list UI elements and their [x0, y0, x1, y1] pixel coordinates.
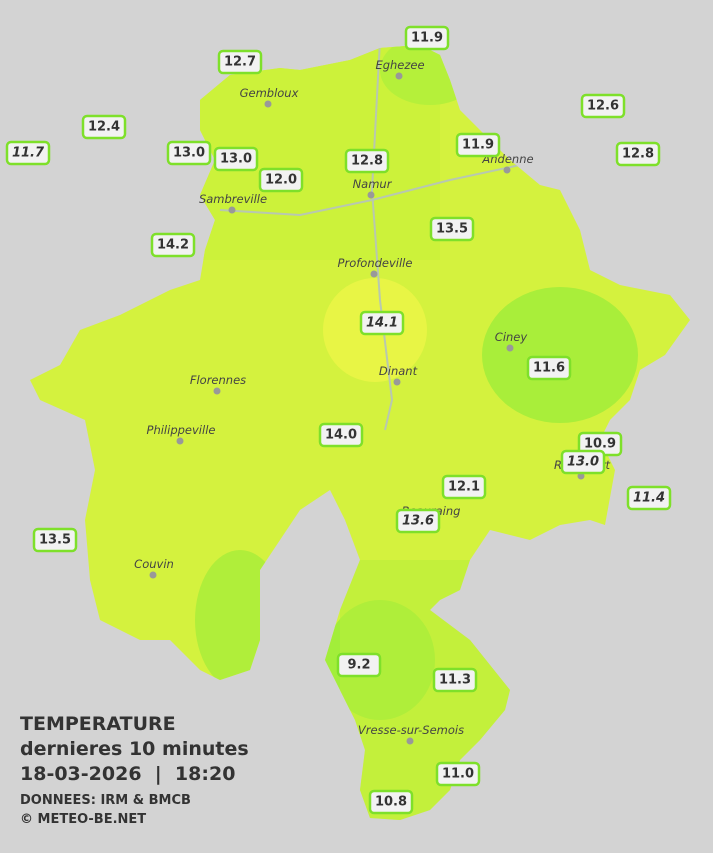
city-label: Namur	[353, 177, 393, 191]
city-dot	[264, 100, 272, 108]
reading-value: 11.4	[633, 491, 665, 506]
reading-box	[336, 652, 382, 678]
zone	[482, 287, 638, 423]
reading-box	[150, 232, 196, 258]
reading-value: 13.5	[39, 533, 71, 548]
city-label: Profondeville	[338, 256, 413, 270]
city-label: Ciney	[495, 330, 528, 344]
reading-value: 14.0	[325, 428, 357, 443]
reading-value: 13.6	[402, 514, 434, 529]
reading-box	[318, 422, 364, 448]
reading-box	[395, 508, 441, 534]
reading-value: 12.0	[265, 173, 297, 188]
reading-value: 11.3	[439, 673, 471, 688]
reading-box	[213, 146, 259, 172]
reading-value: 12.1	[448, 480, 480, 495]
zone	[195, 550, 285, 690]
reading-value: 13.5	[436, 222, 468, 237]
reading-box	[435, 761, 481, 787]
reading-value: 11.7	[12, 146, 45, 161]
city-dot	[506, 344, 514, 352]
reading-value: 12.6	[587, 99, 619, 114]
city-dot	[503, 166, 511, 174]
reading-box	[368, 789, 414, 815]
reading-box	[258, 167, 304, 193]
city-dot	[367, 191, 375, 199]
city-dot	[395, 72, 403, 80]
reading-value: 9.2	[347, 658, 370, 673]
reading-box	[32, 527, 78, 553]
city-dot	[213, 387, 221, 395]
reading-box	[359, 310, 405, 336]
river	[219, 164, 521, 217]
legend-subtitle: dernieres 10 minutes	[20, 738, 249, 760]
reading-box	[455, 132, 501, 158]
reading-value: 11.9	[411, 31, 443, 46]
reading-box	[81, 114, 127, 140]
reading-value: 13.0	[567, 455, 599, 470]
reading-box	[344, 148, 390, 174]
legend: TEMPERATURE dernieres 10 minutes 18-03-2…	[20, 713, 249, 827]
city-label: Florennes	[190, 373, 246, 387]
reading-value: 11.9	[462, 138, 494, 153]
reading-value: 12.8	[622, 147, 654, 162]
legend-title: TEMPERATURE	[20, 713, 176, 735]
city-dot	[393, 378, 401, 386]
reading-value: 11.6	[533, 361, 565, 376]
city-label: Gembloux	[240, 86, 299, 100]
city-dot	[176, 437, 184, 445]
city-dot	[370, 270, 378, 278]
reading-box	[441, 474, 487, 500]
city-label: Sambreville	[199, 192, 267, 206]
reading-box	[560, 449, 606, 475]
city-label: Vresse-sur-Semois	[358, 723, 464, 737]
reading-value: 12.8	[351, 154, 383, 169]
legend-source: DONNEES: IRM & BMCB	[20, 793, 191, 808]
city-dot	[406, 737, 414, 745]
reading-value: 12.7	[224, 55, 256, 70]
reading-value: 10.9	[584, 437, 616, 452]
reading-value: 12.4	[88, 120, 120, 135]
reading-box	[166, 140, 212, 166]
legend-credit: © METEO-BE.NET	[20, 812, 146, 827]
reading-value: 13.0	[173, 146, 205, 161]
reading-box	[429, 216, 475, 242]
city-label: Couvin	[134, 557, 174, 571]
city-label: Philippeville	[147, 423, 216, 437]
reading-value: 14.1	[366, 316, 398, 331]
reading-value: 14.2	[157, 238, 189, 253]
reading-box	[526, 355, 572, 381]
reading-box	[432, 667, 478, 693]
reading-value: 11.0	[442, 767, 474, 782]
city-dot	[149, 571, 157, 579]
city-dot	[228, 206, 236, 214]
reading-box	[217, 49, 263, 75]
reading-value: 13.0	[220, 152, 252, 167]
reading-value: 10.8	[375, 795, 407, 810]
city-label: Dinant	[379, 364, 418, 378]
river	[370, 45, 394, 431]
reading-box	[615, 141, 661, 167]
reading-box	[5, 140, 51, 166]
reading-box	[626, 485, 672, 511]
reading-box	[404, 25, 450, 51]
legend-datetime: 18-03-2026 | 18:20	[20, 763, 235, 785]
reading-box	[580, 93, 626, 119]
city-label: Eghezee	[375, 58, 424, 72]
